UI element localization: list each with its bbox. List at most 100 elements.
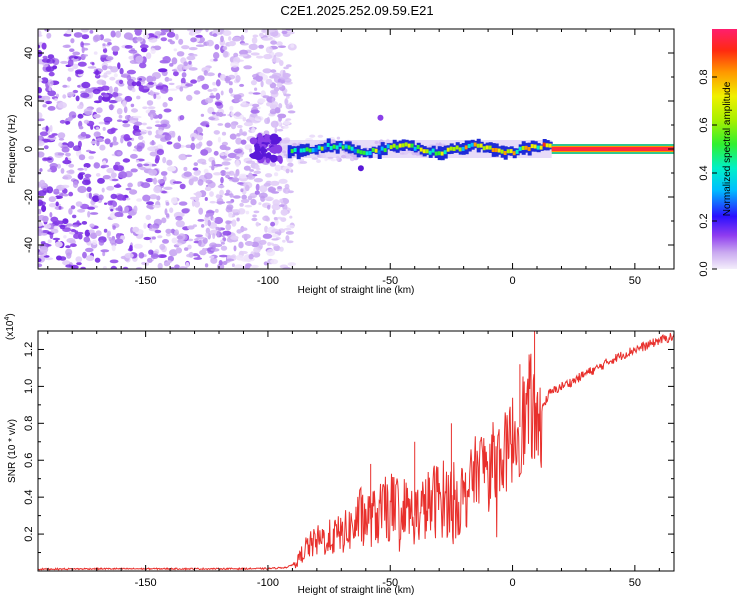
noise-cell	[93, 34, 102, 42]
noise-cell	[70, 229, 77, 232]
noise-cell	[209, 255, 215, 259]
noise-cell	[209, 191, 214, 197]
noise-cell	[124, 115, 131, 120]
noise-cell	[287, 262, 296, 266]
noise-cell	[157, 235, 163, 239]
noise-cell	[173, 142, 182, 150]
noise-cell	[317, 134, 324, 138]
noise-cell	[138, 84, 144, 92]
noise-cell	[196, 134, 203, 141]
noise-cell	[147, 106, 156, 110]
noise-cell	[178, 201, 188, 206]
noise-cell	[145, 214, 152, 221]
noise-cell	[91, 62, 95, 66]
noise-cell	[152, 76, 157, 82]
noise-cell	[200, 113, 205, 117]
noise-cell	[215, 193, 220, 199]
signal-core-cell	[548, 143, 552, 148]
noise-cell	[149, 109, 156, 114]
noise-cell	[102, 251, 106, 257]
spectrogram-heatmap	[38, 29, 674, 269]
noise-cell	[38, 140, 45, 147]
noise-cell	[153, 81, 157, 87]
noise-cell	[155, 120, 160, 124]
noise-cell	[49, 212, 53, 218]
noise-cell	[131, 81, 137, 87]
spectrogram-x-tick-label: -100	[257, 275, 279, 287]
noise-cell	[92, 239, 98, 245]
noise-cell	[225, 220, 231, 225]
noise-cell	[234, 111, 241, 117]
noise-cell	[145, 52, 152, 60]
noise-cell	[93, 162, 101, 169]
noise-cell	[47, 106, 56, 111]
noise-cell	[139, 62, 147, 69]
noise-cell	[188, 178, 194, 186]
noise-cell	[77, 208, 86, 213]
noise-cell	[132, 226, 140, 233]
noise-cell	[149, 206, 154, 210]
signal-core-cell	[518, 146, 522, 151]
noise-cell	[125, 197, 131, 201]
noise-cell	[43, 145, 49, 150]
noise-cell	[62, 174, 72, 180]
noise-cell	[225, 80, 231, 84]
signal-core-cell	[392, 143, 396, 148]
noise-cell	[286, 224, 295, 229]
noise-cell	[113, 73, 118, 78]
signal-onset-cell	[270, 154, 278, 163]
noise-cell	[170, 266, 175, 269]
noise-cell	[98, 194, 104, 201]
spectrogram-y-tick-label: 20	[23, 95, 35, 107]
noise-cell	[261, 37, 271, 41]
noise-cell	[146, 100, 154, 106]
snr-y-tick-label: 0.4	[23, 490, 35, 505]
noise-cell	[125, 187, 132, 191]
noise-cell	[198, 239, 202, 247]
noise-cell	[85, 247, 94, 253]
noise-cell	[67, 91, 75, 97]
noise-cell	[170, 197, 178, 204]
noise-cell	[48, 196, 56, 203]
noise-cell	[201, 67, 210, 73]
noise-cell	[220, 239, 224, 243]
noise-cell	[194, 29, 203, 32]
noise-cell	[81, 81, 91, 89]
noise-cell	[122, 120, 129, 124]
noise-cell	[205, 179, 213, 184]
noise-cell	[138, 252, 145, 259]
noise-cell	[110, 208, 114, 212]
noise-cell	[75, 256, 83, 263]
noise-cell	[116, 119, 123, 122]
noise-cell	[114, 211, 123, 218]
noise-cell	[133, 205, 138, 213]
noise-cell	[243, 65, 253, 70]
noise-cell	[57, 101, 67, 109]
noise-cell	[115, 233, 121, 240]
noise-cell	[171, 69, 178, 72]
signal-outlier	[357, 165, 364, 172]
noise-cell	[119, 79, 124, 85]
noise-cell	[88, 151, 96, 154]
noise-cell	[211, 165, 215, 171]
noise-cell	[224, 150, 229, 157]
signal-core-cell	[446, 147, 450, 152]
noise-cell	[103, 116, 113, 123]
noise-cell	[156, 95, 161, 100]
noise-cell	[38, 263, 43, 268]
noise-cell	[128, 55, 135, 60]
noise-cell	[72, 51, 81, 56]
noise-cell	[154, 30, 162, 35]
noise-cell	[65, 245, 71, 249]
signal-core-cell	[503, 151, 507, 155]
noise-cell	[47, 54, 55, 60]
noise-cell	[240, 188, 244, 193]
noise-cell	[83, 119, 90, 124]
noise-cell	[229, 133, 237, 140]
noise-cell	[233, 94, 242, 100]
noise-cell	[118, 171, 128, 179]
noise-cell	[270, 69, 277, 73]
signal-core-cell	[530, 144, 534, 149]
noise-cell	[285, 118, 292, 121]
noise-cell	[166, 31, 176, 38]
